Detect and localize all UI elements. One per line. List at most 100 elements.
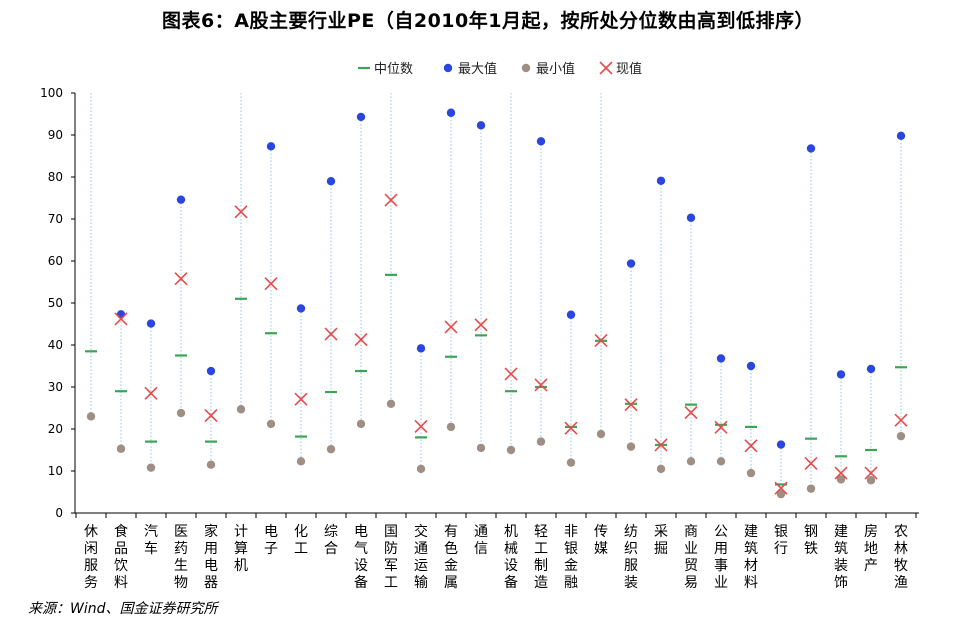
current-mark (684, 406, 698, 420)
current-mark (504, 367, 518, 381)
min-point (596, 429, 606, 439)
max-point (776, 440, 786, 449)
min-point (266, 419, 276, 429)
min-point (716, 457, 726, 466)
category-label: 食品饮料 (114, 523, 128, 591)
max-point (536, 137, 546, 146)
max-point (476, 121, 486, 130)
y-tick-label: 90 (48, 128, 63, 142)
min-point (146, 463, 156, 472)
category-label: 电气设备 (354, 524, 368, 591)
max-point (806, 144, 816, 153)
chart-title: 图表6：A股主要行业PE（自2010年1月起，按所处分位数由高到低排序） (162, 10, 814, 32)
category-label: 商业贸易 (684, 524, 698, 591)
max-point (416, 344, 426, 353)
current-mark (744, 439, 758, 453)
max-point (716, 354, 726, 363)
legend-marker (443, 63, 453, 73)
legend-label: 现值 (616, 61, 642, 77)
current-mark (834, 466, 848, 480)
y-tick-label: 80 (48, 170, 63, 184)
max-point (326, 177, 336, 186)
category-label: 公用事业 (714, 524, 728, 591)
current-mark (144, 386, 158, 400)
max-point (116, 310, 126, 319)
y-tick-label: 20 (48, 422, 63, 436)
min-point (476, 443, 486, 453)
max-point (866, 364, 876, 374)
y-tick-label: 10 (48, 464, 63, 478)
min-point (656, 464, 666, 474)
min-point (86, 412, 96, 421)
y-tick-label: 40 (48, 338, 63, 352)
current-mark (264, 277, 278, 291)
min-point (536, 437, 546, 446)
category-label: 传媒 (594, 524, 608, 557)
legend-label: 最大值 (458, 61, 497, 77)
legend-label: 最小值 (536, 61, 575, 77)
min-point (746, 468, 756, 478)
category-label: 化工 (294, 524, 308, 557)
current-mark (534, 378, 548, 392)
current-mark (234, 205, 248, 219)
data-marks (85, 108, 908, 499)
category-label: 医药生物 (174, 524, 188, 591)
max-point (146, 319, 156, 328)
min-point (176, 408, 186, 418)
category-label: 建筑材料 (744, 524, 758, 591)
legend-label: 中位数 (374, 62, 413, 77)
category-label: 银行 (774, 524, 788, 557)
current-mark (774, 481, 788, 495)
current-mark (324, 327, 338, 341)
min-point (386, 399, 396, 408)
legend-marker (521, 63, 531, 73)
category-label: 非银金融 (564, 524, 578, 591)
legend-item: 中位数 (358, 62, 413, 77)
category-label: 纺织服装 (624, 524, 638, 591)
legend: 中位数 最大值 最小值 现值 (358, 61, 642, 77)
max-point (836, 370, 846, 379)
max-point (656, 176, 666, 185)
max-point (746, 361, 756, 371)
legend-item: 最大值 (443, 61, 497, 77)
current-mark (894, 413, 908, 427)
category-label: 轻工制造 (534, 524, 548, 591)
category-label: 汽车 (144, 524, 158, 557)
min-point (236, 405, 246, 414)
current-mark (414, 419, 428, 434)
min-point (506, 445, 516, 455)
y-tick-label: 50 (48, 296, 63, 310)
min-point (206, 460, 216, 469)
min-point (566, 458, 576, 467)
category-label: 电子 (264, 524, 278, 557)
max-point (446, 108, 456, 117)
current-mark (174, 272, 188, 286)
legend-item: 最小值 (521, 61, 575, 77)
category-label: 农林牧渔 (894, 524, 908, 591)
max-point (176, 195, 186, 204)
current-mark (474, 318, 488, 332)
current-mark (204, 408, 218, 423)
axes: 0 10 20 30 40 50 60 70 80 90 100 (40, 86, 919, 520)
y-tick-label: 100 (40, 86, 63, 100)
min-point (116, 444, 126, 453)
category-label: 综合 (324, 524, 338, 557)
category-label: 交通运输 (414, 523, 428, 591)
category-label: 建筑装饰 (834, 524, 848, 591)
max-point (266, 142, 276, 151)
current-mark (564, 421, 578, 435)
legend-item: 现值 (599, 61, 642, 77)
min-point (446, 422, 456, 432)
category-label: 机械设备 (504, 524, 518, 591)
min-point (836, 475, 846, 484)
category-label: 家用电器 (204, 523, 218, 591)
max-point (626, 259, 636, 268)
current-mark (714, 420, 728, 434)
category-label: 采掘 (654, 524, 668, 557)
min-point (416, 464, 426, 474)
min-point (806, 484, 816, 493)
min-point (896, 431, 906, 441)
source-note: 来源：Wind、国金证券研究所 (28, 601, 218, 617)
